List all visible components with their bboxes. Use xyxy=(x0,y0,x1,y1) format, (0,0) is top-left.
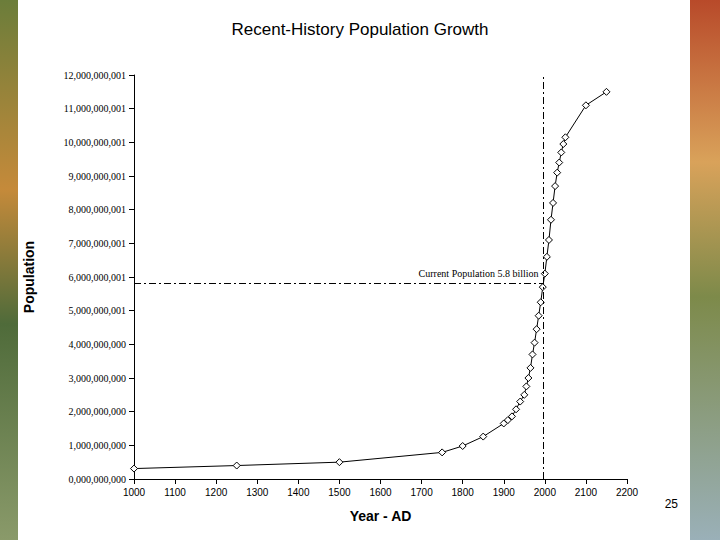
svg-text:2000: 2000 xyxy=(534,487,557,498)
svg-text:1,000,000,000: 1,000,000,000 xyxy=(69,440,127,451)
svg-text:1700: 1700 xyxy=(410,487,433,498)
svg-text:1500: 1500 xyxy=(328,487,351,498)
svg-text:0,000,000,000: 0,000,000,000 xyxy=(69,474,127,485)
svg-text:1100: 1100 xyxy=(164,487,186,498)
svg-text:25: 25 xyxy=(665,497,679,511)
svg-text:2100: 2100 xyxy=(575,487,598,498)
svg-text:2,000,000,000: 2,000,000,000 xyxy=(69,406,127,417)
svg-text:2200: 2200 xyxy=(616,487,639,498)
svg-text:12,000,000,001: 12,000,000,001 xyxy=(64,70,127,81)
svg-text:9,000,000,001: 9,000,000,001 xyxy=(69,171,127,182)
svg-text:1400: 1400 xyxy=(287,487,310,498)
svg-text:1200: 1200 xyxy=(205,487,228,498)
svg-text:11,000,000,001: 11,000,000,001 xyxy=(64,103,126,114)
svg-text:1300: 1300 xyxy=(246,487,269,498)
svg-text:Population: Population xyxy=(21,241,37,313)
svg-text:6,000,000,001: 6,000,000,001 xyxy=(69,272,127,283)
svg-text:4,000,000,000: 4,000,000,000 xyxy=(69,339,127,350)
svg-text:1600: 1600 xyxy=(369,487,392,498)
svg-text:3,000,000,000: 3,000,000,000 xyxy=(69,373,127,384)
svg-text:Year - AD: Year - AD xyxy=(350,508,412,524)
svg-text:5,000,000,001: 5,000,000,001 xyxy=(69,305,127,316)
svg-text:8,000,000,001: 8,000,000,001 xyxy=(69,204,127,215)
svg-text:1900: 1900 xyxy=(493,487,516,498)
svg-text:Recent-History Population Grow: Recent-History Population Growth xyxy=(231,20,488,39)
svg-text:10,000,000,001: 10,000,000,001 xyxy=(64,137,127,148)
svg-text:7,000,000,001: 7,000,000,001 xyxy=(69,238,127,249)
svg-text:1800: 1800 xyxy=(452,487,475,498)
svg-text:Current Population 5.8 billion: Current Population 5.8 billion xyxy=(419,268,539,279)
svg-text:1000: 1000 xyxy=(123,487,146,498)
